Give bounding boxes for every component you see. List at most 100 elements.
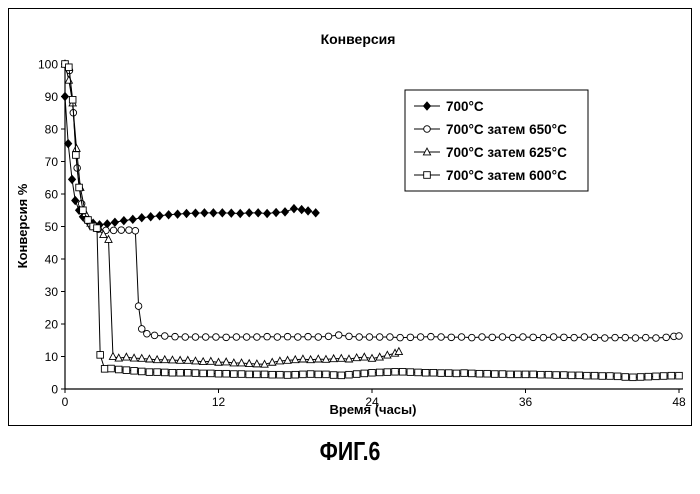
data-point-2 — [118, 227, 125, 234]
data-point-2 — [110, 227, 117, 234]
data-point-4 — [138, 368, 145, 375]
data-point-4 — [215, 370, 222, 377]
data-point-4 — [561, 372, 568, 379]
chart-title: Конверсия — [321, 31, 396, 47]
data-point-4 — [300, 371, 307, 378]
y-tick-label: 70 — [45, 155, 59, 169]
data-point-4 — [415, 369, 422, 376]
data-point-2 — [407, 334, 414, 341]
data-point-1 — [174, 210, 181, 218]
data-point-4 — [315, 371, 322, 378]
data-point-4 — [453, 370, 460, 377]
data-point-4 — [653, 373, 660, 380]
legend-label: 700°C — [446, 99, 484, 114]
data-point-4 — [630, 374, 637, 381]
data-point-4 — [123, 367, 130, 374]
data-point-1 — [192, 209, 199, 217]
data-point-4 — [461, 370, 468, 377]
data-point-4 — [284, 372, 291, 379]
data-point-4 — [438, 370, 445, 377]
data-point-4 — [492, 371, 499, 378]
data-point-2 — [233, 334, 240, 341]
data-point-4 — [246, 371, 253, 378]
data-point-1 — [129, 215, 136, 223]
legend-label: 700°C затем 625°C — [446, 145, 567, 160]
data-point-1 — [255, 209, 262, 217]
data-point-2 — [468, 334, 475, 341]
data-point-2 — [376, 334, 383, 341]
data-point-4 — [146, 369, 153, 376]
y-tick-label: 30 — [45, 285, 59, 299]
data-point-1 — [228, 209, 235, 217]
data-point-1 — [65, 140, 72, 148]
data-point-4 — [660, 373, 667, 380]
data-point-2 — [438, 334, 445, 341]
x-tick-label: 48 — [672, 395, 686, 409]
data-point-4 — [97, 352, 104, 359]
data-point-4 — [231, 371, 238, 378]
data-point-1 — [156, 212, 163, 220]
data-point-1 — [281, 208, 288, 216]
data-point-3 — [207, 357, 214, 364]
data-point-4 — [277, 371, 284, 378]
data-point-2 — [581, 334, 588, 341]
data-point-4 — [177, 369, 184, 376]
data-point-4 — [476, 370, 483, 377]
data-point-4 — [568, 372, 575, 379]
data-point-1 — [201, 209, 208, 217]
data-point-4 — [353, 371, 360, 378]
data-point-1 — [290, 205, 297, 213]
data-point-1 — [165, 211, 172, 219]
data-point-2 — [366, 334, 373, 341]
data-point-4 — [607, 373, 614, 380]
data-point-2 — [144, 330, 151, 337]
data-point-4 — [131, 368, 138, 375]
data-point-4 — [614, 373, 621, 380]
data-point-2 — [499, 334, 506, 341]
data-point-1 — [264, 209, 271, 217]
data-point-1 — [104, 220, 111, 228]
data-point-2 — [632, 335, 639, 342]
legend: 700°C700°C затем 650°C700°C затем 625°C7… — [405, 90, 588, 191]
data-point-2 — [132, 227, 139, 234]
data-point-4 — [591, 372, 598, 379]
data-point-4 — [346, 371, 353, 378]
y-tick-label: 40 — [45, 253, 59, 267]
data-point-4 — [376, 369, 383, 376]
y-tick-label: 90 — [45, 90, 59, 104]
data-point-4 — [599, 373, 606, 380]
data-point-1 — [272, 208, 279, 216]
data-point-4 — [330, 372, 337, 379]
data-point-1 — [183, 209, 190, 217]
data-point-1 — [147, 213, 154, 221]
data-point-2 — [264, 333, 271, 340]
x-tick-label: 24 — [365, 395, 379, 409]
y-tick-label: 60 — [45, 188, 59, 202]
data-point-4 — [94, 225, 101, 232]
data-point-4 — [484, 370, 491, 377]
data-point-4 — [200, 370, 207, 377]
data-point-2 — [550, 334, 557, 341]
data-point-2 — [397, 334, 404, 341]
data-point-4 — [361, 370, 368, 377]
data-point-4 — [254, 371, 261, 378]
series-2 — [62, 61, 683, 342]
data-point-2 — [561, 334, 568, 341]
data-point-3 — [223, 358, 230, 365]
data-point-4 — [369, 369, 376, 376]
data-point-2 — [653, 335, 660, 342]
data-point-4 — [645, 373, 652, 380]
data-point-4 — [399, 368, 406, 375]
data-point-2 — [489, 334, 496, 341]
data-point-4 — [261, 371, 268, 378]
data-point-1 — [219, 209, 226, 217]
data-point-2 — [346, 333, 353, 340]
data-point-2 — [663, 334, 670, 341]
data-point-2 — [448, 334, 455, 341]
data-point-3 — [123, 353, 130, 360]
data-point-3 — [361, 353, 368, 360]
data-point-4 — [192, 370, 199, 377]
data-point-1 — [68, 175, 75, 183]
data-point-2 — [458, 334, 465, 341]
data-point-2 — [295, 334, 302, 341]
